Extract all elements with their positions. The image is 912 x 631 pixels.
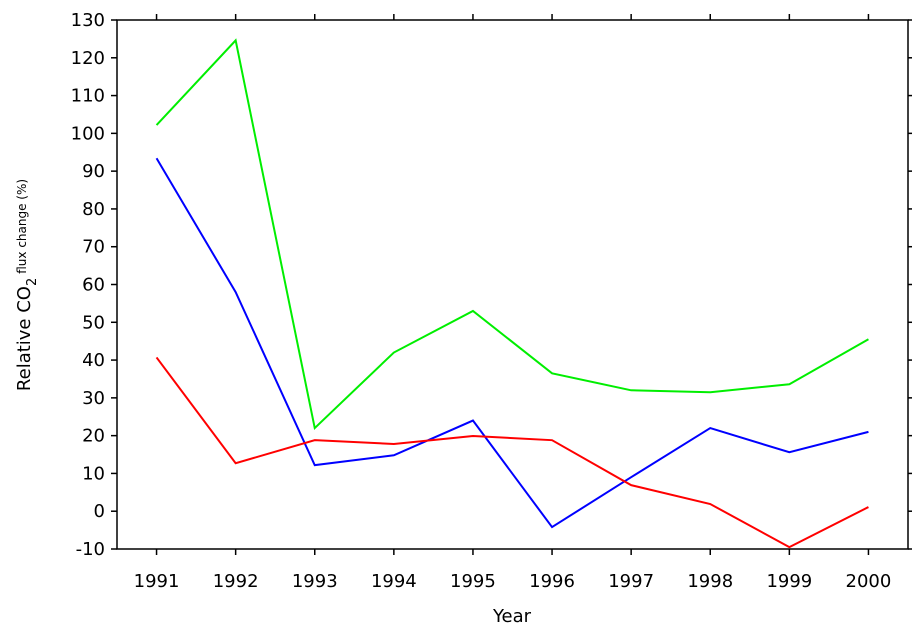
y-tick-label: 120 — [71, 48, 105, 69]
x-axis-title: Year — [492, 606, 532, 627]
x-tick-label: 1999 — [766, 571, 812, 592]
x-tick-label: 1997 — [608, 571, 654, 592]
y-axis-title-sub: 2 — [25, 278, 40, 286]
x-tick-label: 1995 — [450, 571, 496, 592]
y-tick-label: 110 — [71, 86, 105, 107]
y-tick-label: -10 — [76, 539, 105, 560]
y-tick-label: 30 — [82, 388, 105, 409]
x-tick-label: 1996 — [529, 571, 575, 592]
y-tick-label: 50 — [82, 312, 105, 333]
y-tick-label: 80 — [82, 199, 105, 220]
plot-frame — [116, 19, 909, 550]
y-tick-label: 0 — [94, 501, 105, 522]
y-tick-label: 10 — [82, 463, 105, 484]
x-tick-label: 1994 — [371, 571, 417, 592]
x-tick-label: 1992 — [213, 571, 259, 592]
y-tick-label: 60 — [82, 275, 105, 296]
y-tick-label: 90 — [82, 161, 105, 182]
series-line — [155, 38, 869, 431]
x-tick-label: 1993 — [292, 571, 338, 592]
y-tick-label: 70 — [82, 237, 105, 258]
series-line — [155, 157, 869, 529]
series-line — [155, 356, 869, 549]
x-tick-label: 2000 — [846, 571, 892, 592]
y-axis-title: Relative CO2 flux change (%) — [14, 179, 40, 391]
y-tick-label: 100 — [71, 123, 105, 144]
y-tick-label: 40 — [82, 350, 105, 371]
y-tick-label: 130 — [71, 10, 105, 31]
y-axis-title-small: flux change (%) — [15, 179, 29, 274]
x-tick-label: 1998 — [687, 571, 733, 592]
y-tick-label: 20 — [82, 426, 105, 447]
y-axis-title-main: Relative CO — [14, 286, 35, 391]
x-tick-label: 1991 — [134, 571, 180, 592]
